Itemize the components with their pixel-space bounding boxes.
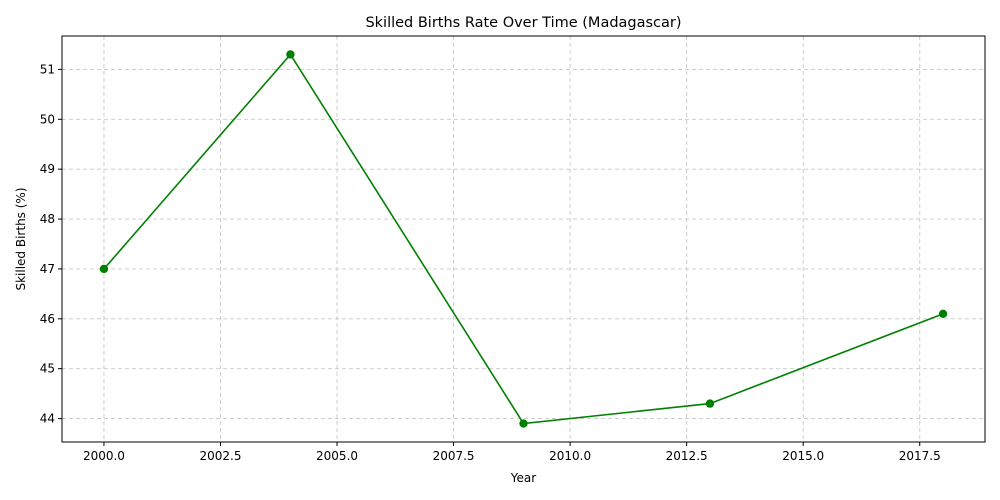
x-tick-label: 2005.0 bbox=[316, 449, 358, 463]
y-tick-label: 47 bbox=[40, 262, 55, 276]
data-point bbox=[938, 309, 948, 319]
y-axis-label: Skilled Births (%) bbox=[14, 187, 28, 290]
data-point bbox=[99, 264, 109, 274]
y-tick-label: 46 bbox=[40, 312, 55, 326]
x-axis-label: Year bbox=[510, 471, 536, 485]
y-tick-label: 51 bbox=[40, 62, 55, 76]
x-tick-label: 2010.0 bbox=[549, 449, 591, 463]
y-tick-label: 45 bbox=[40, 362, 55, 376]
x-tick-label: 2002.5 bbox=[199, 449, 241, 463]
x-tick-label: 2000.0 bbox=[83, 449, 125, 463]
x-tick-label: 2007.5 bbox=[433, 449, 475, 463]
y-tick-label: 50 bbox=[40, 112, 55, 126]
y-tick-label: 48 bbox=[40, 212, 55, 226]
plot-frame bbox=[61, 35, 986, 443]
data-point bbox=[286, 50, 295, 59]
x-tick-label: 2012.5 bbox=[666, 449, 708, 463]
grid bbox=[62, 36, 985, 442]
data-point bbox=[519, 419, 528, 428]
x-tick-label: 2017.5 bbox=[899, 449, 941, 463]
data-point bbox=[705, 399, 715, 408]
y-tick-label: 44 bbox=[40, 412, 55, 426]
axis-ticks: 2000.0 2002.5 2005.0 2007.5 2010.0 2012.5 2015… bbox=[40, 62, 941, 463]
x-tick-label: 2015.0 bbox=[782, 449, 824, 463]
chart-title: Skilled Births Rate Over Time (Madagasca… bbox=[365, 15, 681, 31]
series-line bbox=[103, 53, 944, 425]
y-tick-label: 49 bbox=[40, 162, 55, 176]
series-layer bbox=[99, 50, 948, 428]
